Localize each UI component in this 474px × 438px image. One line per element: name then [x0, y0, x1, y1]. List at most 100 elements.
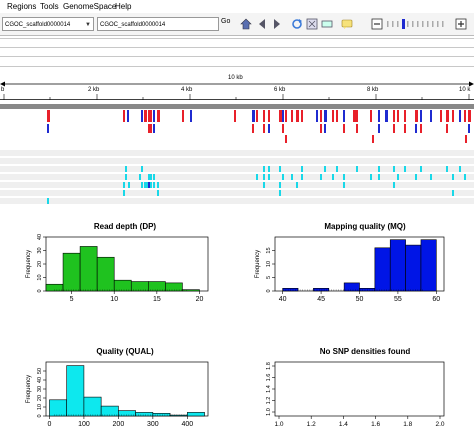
- variant-call[interactable]: [256, 110, 258, 122]
- variant-call[interactable]: [279, 110, 282, 122]
- genotype-call[interactable]: [420, 166, 422, 172]
- genome-dropdown[interactable]: CGOC_scaffold0000014 ▼: [2, 17, 94, 31]
- variant-call[interactable]: [343, 110, 345, 122]
- variant-call[interactable]: [446, 124, 448, 133]
- genotype-call[interactable]: [279, 190, 281, 196]
- variant-call[interactable]: [153, 124, 155, 133]
- variant-call[interactable]: [356, 110, 358, 122]
- variant-call[interactable]: [404, 124, 406, 133]
- genotype-call[interactable]: [356, 166, 358, 172]
- variant-call[interactable]: [320, 110, 322, 122]
- variant-call[interactable]: [468, 124, 470, 133]
- genotype-call[interactable]: [279, 166, 281, 172]
- popup-info-icon[interactable]: [341, 18, 353, 30]
- variant-call[interactable]: [468, 110, 471, 122]
- genotype-call[interactable]: [47, 198, 49, 204]
- variant-call[interactable]: [263, 124, 265, 133]
- variant-call[interactable]: [316, 110, 318, 122]
- variant-call[interactable]: [268, 110, 270, 122]
- genotype-call[interactable]: [146, 182, 148, 188]
- variant-call[interactable]: [404, 110, 406, 122]
- genotype-call[interactable]: [148, 182, 150, 188]
- home-icon[interactable]: [240, 18, 252, 30]
- zoom-slider[interactable]: [386, 19, 448, 29]
- genotype-call[interactable]: [393, 166, 395, 172]
- genotype-call[interactable]: [144, 182, 146, 188]
- genotype-call[interactable]: [332, 174, 334, 180]
- variant-call[interactable]: [336, 110, 338, 122]
- genotype-call[interactable]: [153, 182, 155, 188]
- back-icon[interactable]: [256, 18, 268, 30]
- locus-search-input[interactable]: CGOC_scaffold0000014: [97, 17, 219, 31]
- variant-call[interactable]: [320, 124, 322, 133]
- variant-call[interactable]: [459, 110, 461, 122]
- genotype-call[interactable]: [291, 174, 293, 180]
- variant-call[interactable]: [420, 124, 422, 133]
- genotype-call[interactable]: [370, 174, 372, 180]
- forward-icon[interactable]: [271, 18, 283, 30]
- define-region-icon[interactable]: [321, 18, 333, 30]
- variant-call[interactable]: [182, 110, 184, 122]
- genotype-call[interactable]: [393, 182, 395, 188]
- genotype-call[interactable]: [378, 166, 380, 172]
- variant-call[interactable]: [123, 110, 125, 122]
- variant-call[interactable]: [385, 110, 388, 122]
- variant-call[interactable]: [285, 110, 287, 122]
- genotype-call[interactable]: [263, 182, 265, 188]
- variant-call[interactable]: [252, 110, 255, 122]
- genotype-call[interactable]: [452, 190, 454, 196]
- variant-call[interactable]: [353, 110, 356, 122]
- genotype-call[interactable]: [256, 174, 258, 180]
- genotype-call[interactable]: [343, 182, 345, 188]
- variant-call[interactable]: [127, 110, 129, 122]
- variant-call[interactable]: [268, 124, 270, 133]
- genotype-call[interactable]: [301, 166, 303, 172]
- variant-call[interactable]: [332, 110, 334, 122]
- variant-call[interactable]: [296, 110, 299, 122]
- variant-call[interactable]: [356, 124, 358, 133]
- variant-call[interactable]: [397, 110, 399, 122]
- genotype-call[interactable]: [139, 174, 141, 180]
- variant-call[interactable]: [150, 110, 152, 122]
- variant-call[interactable]: [393, 124, 395, 133]
- genotype-call[interactable]: [324, 166, 326, 172]
- genotype-call[interactable]: [397, 174, 399, 180]
- variant-call[interactable]: [47, 110, 50, 122]
- go-button[interactable]: Go: [221, 18, 231, 25]
- variant-call[interactable]: [150, 124, 152, 133]
- variant-call[interactable]: [464, 110, 466, 122]
- genotype-call[interactable]: [268, 174, 270, 180]
- genotype-call[interactable]: [464, 174, 466, 180]
- menu-genomespace[interactable]: GenomeSpace: [63, 2, 117, 11]
- zoom-in-icon[interactable]: [455, 18, 467, 30]
- variant-call[interactable]: [301, 110, 303, 122]
- genotype-call[interactable]: [343, 174, 345, 180]
- menu-tools[interactable]: Tools: [40, 2, 59, 11]
- variant-call[interactable]: [282, 110, 284, 122]
- genotype-call[interactable]: [150, 174, 152, 180]
- genotype-call[interactable]: [320, 174, 322, 180]
- variant-call[interactable]: [291, 110, 293, 122]
- variant-call[interactable]: [190, 110, 192, 122]
- variant-call[interactable]: [343, 124, 345, 133]
- variant-call[interactable]: [415, 124, 417, 133]
- variant-call[interactable]: [378, 110, 380, 122]
- variant-call[interactable]: [430, 110, 432, 122]
- genotype-call[interactable]: [123, 182, 125, 188]
- menu-regions[interactable]: Regions: [7, 2, 37, 11]
- menu-help[interactable]: Help: [115, 2, 132, 11]
- variant-call[interactable]: [440, 110, 442, 122]
- genotype-track[interactable]: [0, 150, 474, 210]
- genotype-call[interactable]: [125, 174, 127, 180]
- variant-call[interactable]: [370, 110, 372, 122]
- variant-call[interactable]: [157, 110, 160, 122]
- refresh-icon[interactable]: [291, 18, 303, 30]
- variant-call[interactable]: [465, 135, 467, 143]
- resize-icon[interactable]: [306, 18, 318, 30]
- variant-call[interactable]: [324, 124, 326, 133]
- zoom-out-icon[interactable]: [371, 18, 383, 30]
- variant-call[interactable]: [372, 135, 374, 143]
- variant-call[interactable]: [148, 124, 150, 133]
- genotype-call[interactable]: [336, 166, 338, 172]
- genotype-call[interactable]: [125, 166, 127, 172]
